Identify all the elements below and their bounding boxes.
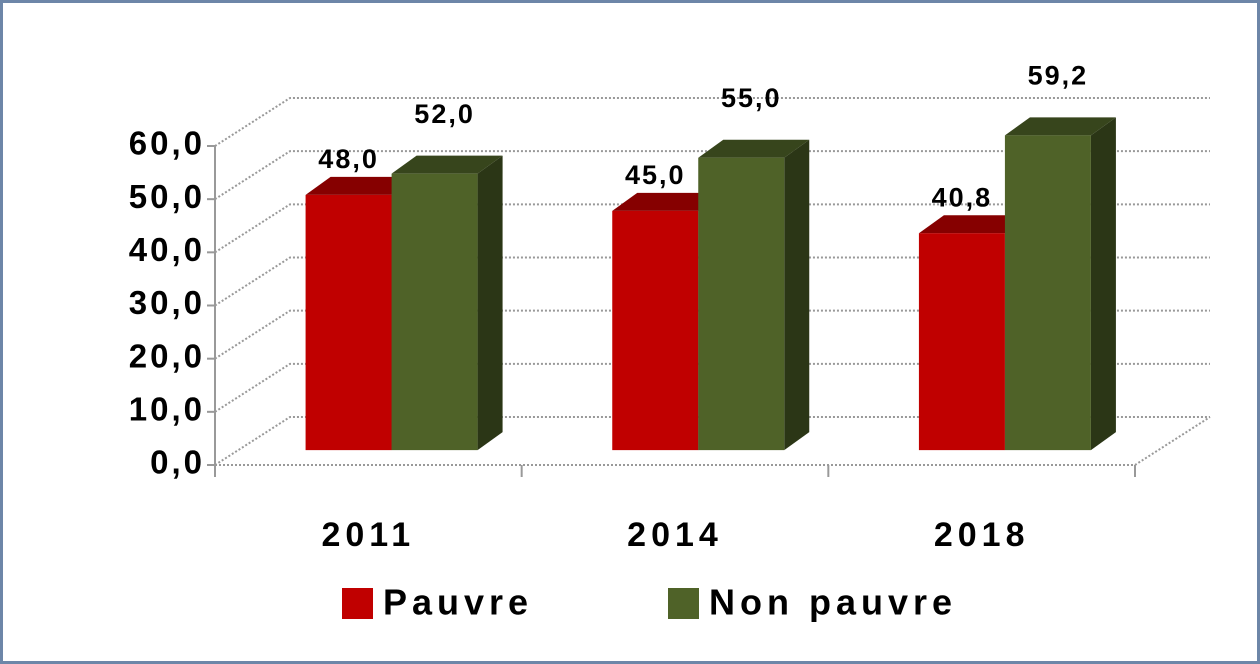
bar-top: [305, 176, 417, 195]
bar-top: [918, 215, 1030, 234]
y-tick-label: 60,0: [129, 125, 205, 162]
bar-side: [784, 139, 810, 451]
value-label: 52,0: [414, 99, 475, 129]
y-tick-label: 0,0: [150, 444, 205, 481]
bar: [305, 194, 392, 451]
grid-line: [214, 362, 1210, 413]
y-tick-label: 50,0: [129, 178, 205, 215]
legend-label: Non pauvre: [709, 582, 957, 623]
x-tick-label: 2014: [627, 516, 723, 554]
grid-line: [214, 256, 1210, 307]
grid-line: [214, 309, 1210, 360]
bar-top: [698, 139, 810, 158]
y-tick-label: 30,0: [129, 284, 205, 321]
legend-swatch: [668, 588, 699, 619]
y-tick-label: 10,0: [129, 391, 205, 428]
grid-line: [214, 150, 1210, 201]
y-tick-label: 20,0: [129, 337, 205, 374]
y-tick-label: 40,0: [129, 231, 205, 268]
value-label: 59,2: [1028, 60, 1089, 90]
bar-side: [1090, 117, 1116, 451]
bar: [391, 173, 478, 451]
bar-side: [477, 155, 503, 451]
bar: [698, 157, 785, 451]
grid-line: [214, 97, 1210, 147]
grid-line: [214, 416, 1210, 466]
value-label: 40,8: [932, 182, 993, 212]
bar-top: [391, 155, 503, 174]
value-label: 48,0: [318, 144, 379, 174]
bar: [1004, 135, 1091, 451]
bar: [612, 210, 699, 451]
bar: [918, 233, 1005, 451]
bar-top: [612, 192, 724, 211]
legend-swatch: [342, 588, 373, 619]
value-label: 55,0: [721, 83, 782, 113]
bar-top: [1004, 117, 1116, 136]
x-tick-label: 2018: [934, 516, 1030, 554]
value-label: 45,0: [625, 160, 686, 190]
x-tick-label: 2011: [321, 516, 415, 554]
legend-label: Pauvre: [383, 582, 533, 623]
grid-line: [214, 203, 1210, 254]
